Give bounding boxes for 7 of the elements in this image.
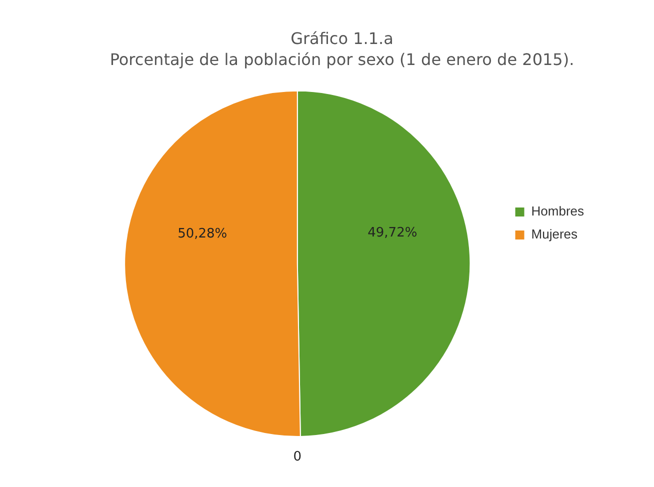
legend-label: Hombres <box>531 204 584 219</box>
data-label: 50,28% <box>178 226 228 242</box>
data-label: 49,72% <box>368 225 418 240</box>
chart-subtitle: Porcentaje de la población por sexo (1 de enero de 2015). <box>110 50 574 69</box>
chart-title: Gráfico 1.1.a <box>290 28 394 48</box>
legend-label: Mujeres <box>531 226 578 242</box>
text: 0 <box>293 449 302 464</box>
